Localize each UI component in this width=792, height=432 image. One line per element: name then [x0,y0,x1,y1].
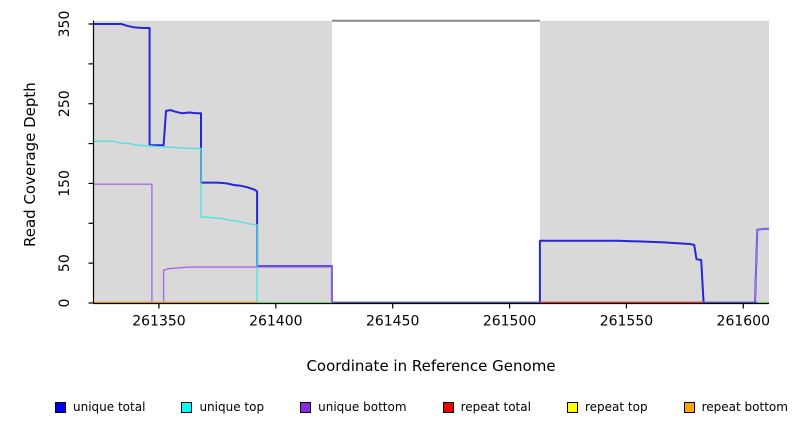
x-tick-label: 261450 [366,314,419,330]
x-axis-title: Coordinate in Reference Genome [306,357,556,375]
legend-item-unique-total: unique total [55,400,145,414]
legend-swatch-icon [683,401,695,413]
y-tick-label: 50 [57,254,73,272]
legend-label: repeat bottom [701,400,788,414]
y-tick-label: 0 [57,299,73,308]
coverage-plot: 0 50 150 250 350 261350 261400 261450 261500 2615… [57,11,770,330]
y-tick-label: 150 [57,170,73,197]
legend: unique total unique top unique bottom repea… [55,400,788,414]
legend-swatch-icon [300,401,312,413]
legend-label: unique top [199,400,265,414]
series-unique-top [93,140,258,303]
y-axis-title: Read Coverage Depth [21,82,39,248]
legend-label: unique total [73,400,146,414]
legend-item-unique-top: unique top [181,400,264,414]
legend-item-repeat-bottom: repeat bottom [683,400,788,414]
legend-label: repeat total [460,400,531,414]
legend-item-unique-bottom: unique bottom [300,400,407,414]
y-tick-label: 250 [57,90,73,117]
legend-label: unique bottom [318,400,407,414]
panel-background [539,20,769,304]
legend-swatch-icon [442,401,454,413]
legend-item-repeat-total: repeat total [442,400,531,414]
x-tick-label: 261550 [600,314,653,330]
x-tick-label: 261350 [132,314,185,330]
panel-background [93,20,332,304]
x-tick-label: 261400 [249,314,302,330]
legend-label: repeat top [584,400,648,414]
legend-swatch-icon [55,401,66,413]
legend-swatch-icon [566,401,578,413]
x-tick-label: 261500 [483,314,536,330]
legend-item-repeat-top: repeat top [566,400,648,414]
series-unique-total [93,23,769,304]
x-tick-label: 261600 [717,314,770,330]
legend-swatch-icon [181,401,193,413]
y-tick-label: 350 [57,11,73,38]
